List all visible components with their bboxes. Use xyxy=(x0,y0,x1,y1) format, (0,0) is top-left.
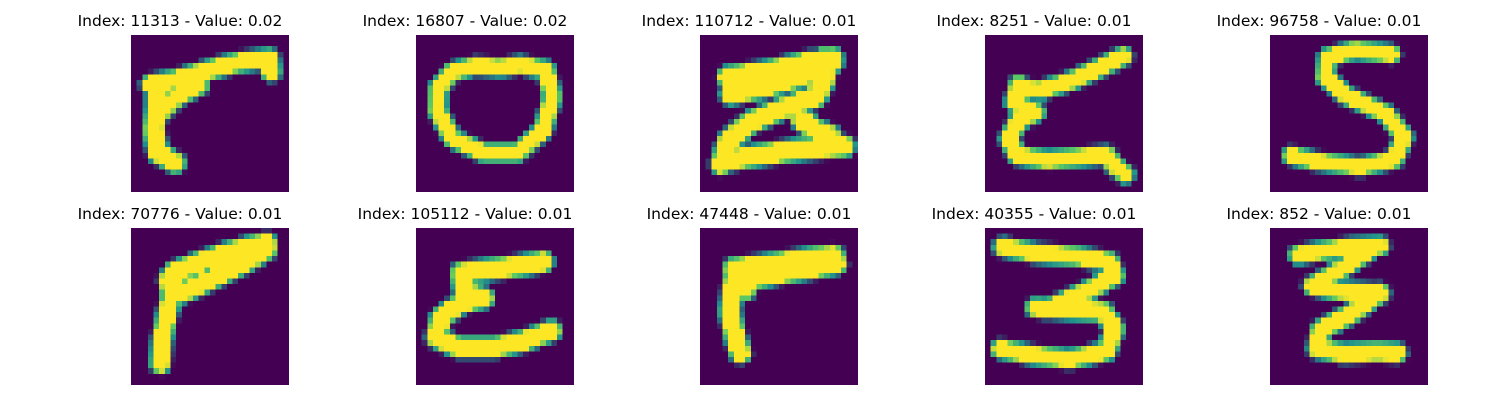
digit-glyph-canvas xyxy=(985,228,1143,385)
digit-glyph-canvas xyxy=(416,228,574,385)
digit-image xyxy=(1270,35,1428,192)
digit-image xyxy=(985,35,1143,192)
digit-glyph-canvas xyxy=(1270,228,1428,385)
digit-glyph-canvas xyxy=(700,35,858,192)
digit-image xyxy=(131,228,289,385)
digit-image xyxy=(416,228,574,385)
grid-panel: Index: 11313 - Value: 0.02 xyxy=(30,0,330,192)
grid-panel: Index: 40355 - Value: 0.01 xyxy=(884,193,1184,385)
panel-title: Index: 47448 - Value: 0.01 xyxy=(646,205,852,223)
panel-title: Index: 8251 - Value: 0.01 xyxy=(936,12,1132,30)
grid-panel: Index: 47448 - Value: 0.01 xyxy=(599,193,899,385)
grid-panel: Index: 16807 - Value: 0.02 xyxy=(315,0,615,192)
digit-image xyxy=(985,228,1143,385)
digit-image xyxy=(700,35,858,192)
digit-glyph-canvas xyxy=(700,228,858,385)
digit-image xyxy=(131,35,289,192)
grid-panel: Index: 852 - Value: 0.01 xyxy=(1169,193,1469,385)
panel-title: Index: 105112 - Value: 0.01 xyxy=(357,205,573,223)
panel-title: Index: 40355 - Value: 0.01 xyxy=(931,205,1137,223)
grid-panel: Index: 105112 - Value: 0.01 xyxy=(315,193,615,385)
digit-glyph-canvas xyxy=(985,35,1143,192)
grid-panel: Index: 70776 - Value: 0.01 xyxy=(30,193,330,385)
panel-title: Index: 16807 - Value: 0.02 xyxy=(362,12,568,30)
panel-title: Index: 70776 - Value: 0.01 xyxy=(77,205,283,223)
panel-title: Index: 11313 - Value: 0.02 xyxy=(77,12,283,30)
grid-panel: Index: 96758 - Value: 0.01 xyxy=(1169,0,1469,192)
digit-image xyxy=(1270,228,1428,385)
panel-title: Index: 110712 - Value: 0.01 xyxy=(641,12,857,30)
panel-title: Index: 96758 - Value: 0.01 xyxy=(1216,12,1422,30)
digit-glyph-canvas xyxy=(1270,35,1428,192)
digit-glyph-canvas xyxy=(416,35,574,192)
digit-glyph-canvas xyxy=(131,228,289,385)
panel-title: Index: 852 - Value: 0.01 xyxy=(1226,205,1412,223)
digit-image xyxy=(700,228,858,385)
digit-image xyxy=(416,35,574,192)
digit-glyph-canvas xyxy=(131,35,289,192)
grid-panel: Index: 8251 - Value: 0.01 xyxy=(884,0,1184,192)
grid-panel: Index: 110712 - Value: 0.01 xyxy=(599,0,899,192)
